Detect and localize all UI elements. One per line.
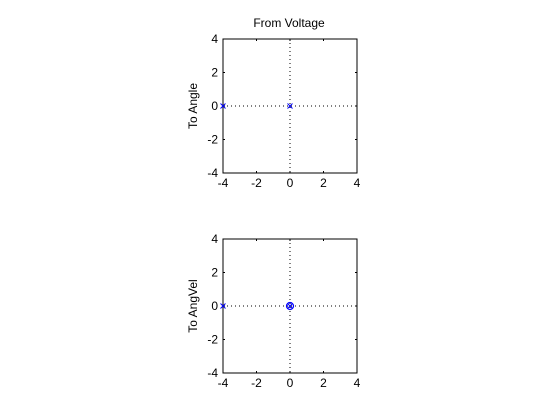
axes-to-angle: -4 -2 0 2 4 4 2 0 -2 -4 To Angle (186, 32, 361, 190)
axes-to-angvel: -4 -2 0 2 4 4 2 0 -2 -4 To AngVel (186, 232, 361, 390)
figure-title: From Voltage (253, 16, 325, 30)
x-tick-label: -4 (218, 376, 229, 390)
markers (220, 103, 293, 109)
y-tick-label: -4 (207, 166, 218, 180)
y-tick-label: -2 (207, 333, 218, 347)
x-tick-labels: -4 -2 0 2 4 (218, 176, 361, 190)
x-tick-label: 2 (320, 176, 327, 190)
pole-marker (220, 103, 226, 109)
pole-stroke (287, 103, 293, 109)
y-tick-label: 4 (211, 32, 218, 46)
x-tick-label: 2 (320, 376, 327, 390)
y-tick-label: -4 (207, 366, 218, 380)
pole-stroke (220, 303, 226, 309)
y-tick-label: 0 (211, 299, 218, 313)
y-tick-label: 2 (211, 266, 218, 280)
pole-marker (287, 103, 293, 109)
y-tick-label: -2 (207, 133, 218, 147)
tick-marks (222, 38, 358, 174)
x-tick-label: -4 (218, 176, 229, 190)
x-tick-label: -2 (251, 176, 262, 190)
x-tick-label: 0 (287, 176, 294, 190)
y-tick-labels: 4 2 0 -2 -4 (207, 232, 218, 380)
y-axis-label: To Angle (186, 83, 200, 129)
pole-marker (220, 303, 226, 309)
y-tick-label: 0 (211, 99, 218, 113)
markers (220, 301, 295, 311)
zero-marker (285, 301, 295, 311)
x-tick-labels: -4 -2 0 2 4 (218, 376, 361, 390)
pole-marker (287, 303, 293, 309)
x-tick-label: 0 (287, 376, 294, 390)
y-axis-label: To AngVel (186, 279, 200, 332)
pole-stroke (220, 103, 226, 109)
x-tick-label: -2 (251, 376, 262, 390)
y-tick-label: 2 (211, 66, 218, 80)
y-tick-labels: 4 2 0 -2 -4 (207, 32, 218, 180)
x-tick-label: 4 (354, 176, 361, 190)
y-tick-label: 4 (211, 232, 218, 246)
pole-stroke (287, 303, 293, 309)
x-tick-label: 4 (354, 376, 361, 390)
tick-marks (222, 238, 358, 374)
